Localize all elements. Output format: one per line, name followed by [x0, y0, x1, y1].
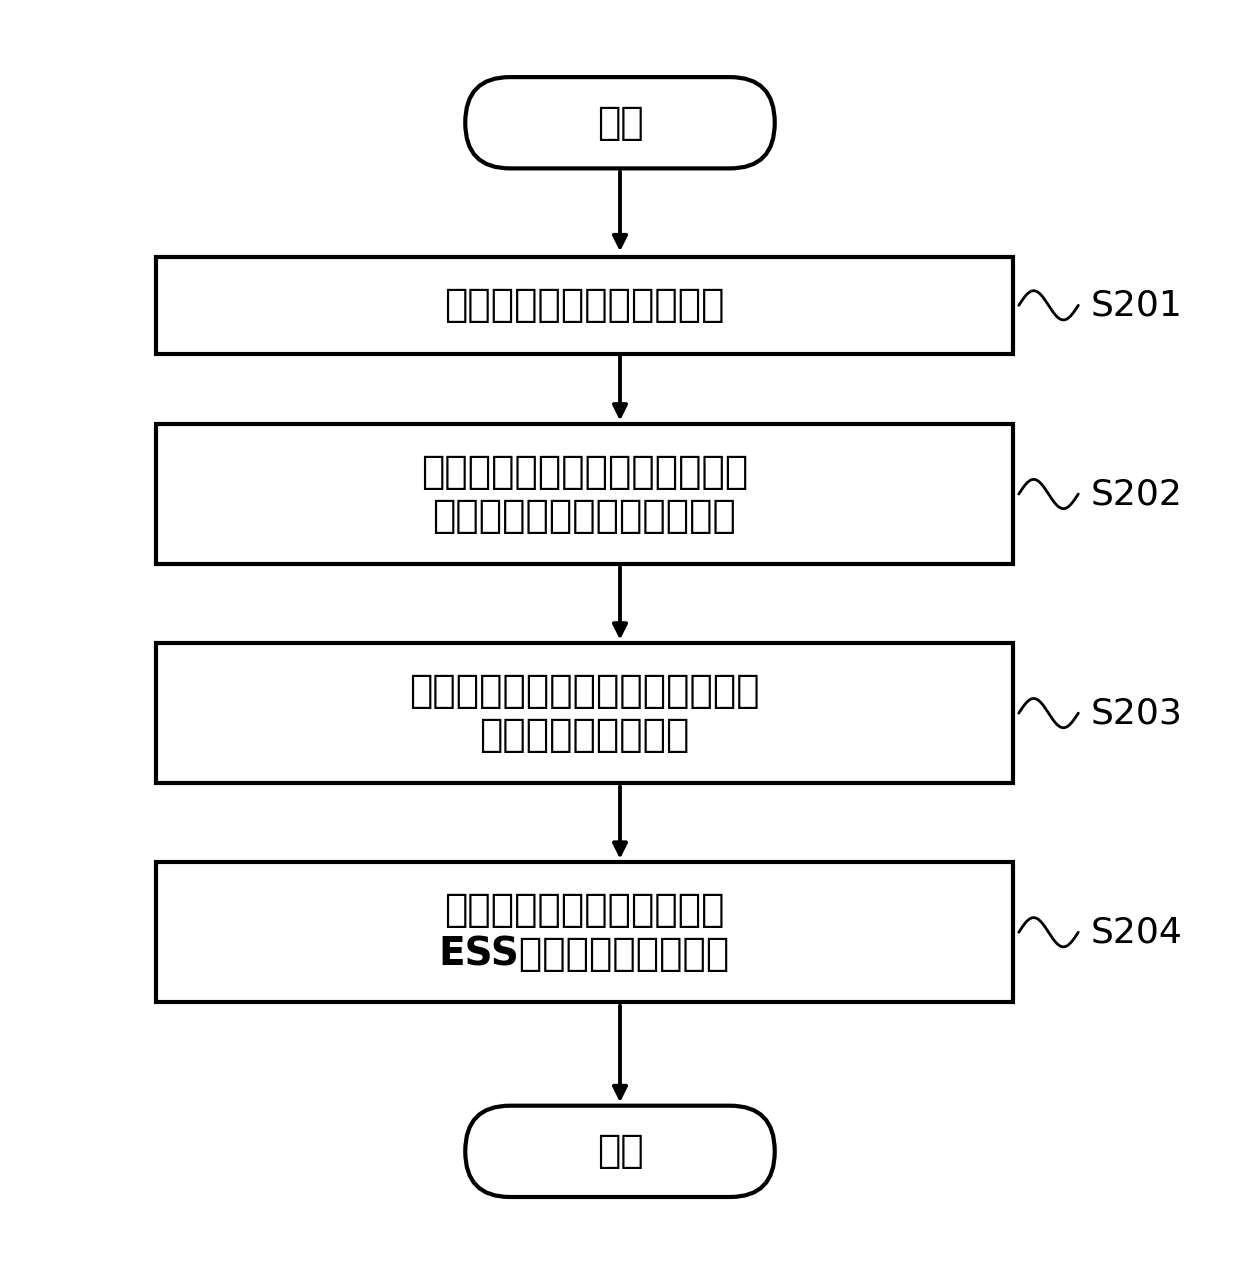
FancyBboxPatch shape: [465, 77, 775, 169]
FancyBboxPatch shape: [156, 862, 1013, 1002]
Text: 利用各发电机的相位角信息计算
各发电机之间的相位角变化率: 利用各发电机的相位角信息计算 各发电机之间的相位角变化率: [420, 453, 748, 535]
Text: S204: S204: [1090, 915, 1182, 950]
FancyBboxPatch shape: [465, 1106, 775, 1197]
Text: 根据暂态稳定状态判断执行
ESS的充电模式转换控制: 根据暂态稳定状态判断执行 ESS的充电模式转换控制: [439, 891, 730, 974]
Text: 结束: 结束: [596, 1132, 644, 1170]
FancyBboxPatch shape: [156, 424, 1013, 564]
Text: 开始: 开始: [596, 104, 644, 142]
Text: 输入各发电机的相位角信息: 输入各发电机的相位角信息: [444, 287, 724, 325]
Text: S202: S202: [1090, 477, 1182, 511]
Text: S201: S201: [1090, 288, 1182, 322]
FancyBboxPatch shape: [156, 643, 1013, 784]
FancyBboxPatch shape: [156, 256, 1013, 354]
Text: S203: S203: [1090, 696, 1182, 730]
Text: 通过比较相位角变化率和临界值来
来判断暂态稳定状态: 通过比较相位角变化率和临界值来 来判断暂态稳定状态: [409, 672, 760, 754]
